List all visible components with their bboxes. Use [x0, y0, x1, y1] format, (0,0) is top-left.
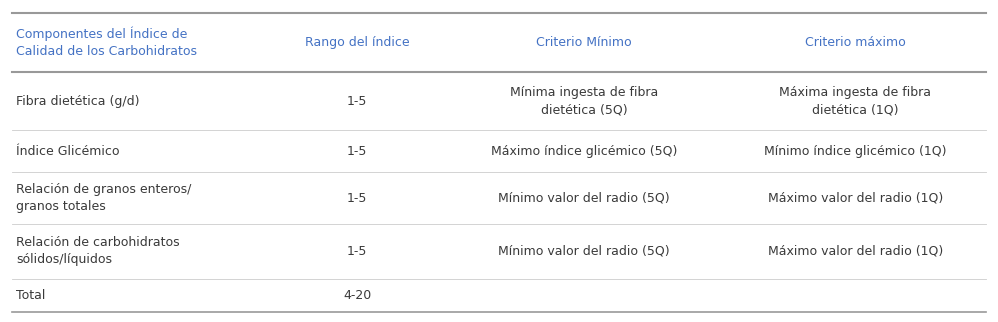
Text: Relación de carbohidratos
sólidos/líquidos: Relación de carbohidratos sólidos/líquid… [16, 236, 180, 266]
Text: Índice Glicémico: Índice Glicémico [16, 145, 120, 158]
Text: Relación de granos enteros/
granos totales: Relación de granos enteros/ granos total… [16, 183, 192, 213]
Text: Fibra dietética (g/d): Fibra dietética (g/d) [16, 95, 140, 108]
Text: Componentes del Índice de
Calidad de los Carbohidratos: Componentes del Índice de Calidad de los… [16, 27, 197, 58]
Text: Máximo valor del radio (1Q): Máximo valor del radio (1Q) [767, 192, 943, 204]
Text: Máximo índice glicémico (5Q): Máximo índice glicémico (5Q) [491, 145, 677, 158]
Text: Rango del índice: Rango del índice [305, 36, 409, 49]
Text: Mínima ingesta de fibra
dietética (5Q): Mínima ingesta de fibra dietética (5Q) [510, 86, 658, 117]
Text: 1-5: 1-5 [347, 245, 367, 258]
Text: 1-5: 1-5 [347, 95, 367, 108]
Text: Mínimo valor del radio (5Q): Mínimo valor del radio (5Q) [498, 192, 670, 204]
Text: Criterio máximo: Criterio máximo [805, 36, 905, 49]
Text: Máxima ingesta de fibra
dietética (1Q): Máxima ingesta de fibra dietética (1Q) [779, 86, 931, 117]
Text: Mínimo índice glicémico (1Q): Mínimo índice glicémico (1Q) [764, 145, 946, 158]
Text: Mínimo valor del radio (5Q): Mínimo valor del radio (5Q) [498, 245, 670, 258]
Text: 1-5: 1-5 [347, 145, 367, 158]
Text: Criterio Mínimo: Criterio Mínimo [536, 36, 632, 49]
Text: Máximo valor del radio (1Q): Máximo valor del radio (1Q) [767, 245, 943, 258]
Text: 4-20: 4-20 [343, 289, 371, 302]
Text: 1-5: 1-5 [347, 192, 367, 204]
Text: Total: Total [16, 289, 45, 302]
